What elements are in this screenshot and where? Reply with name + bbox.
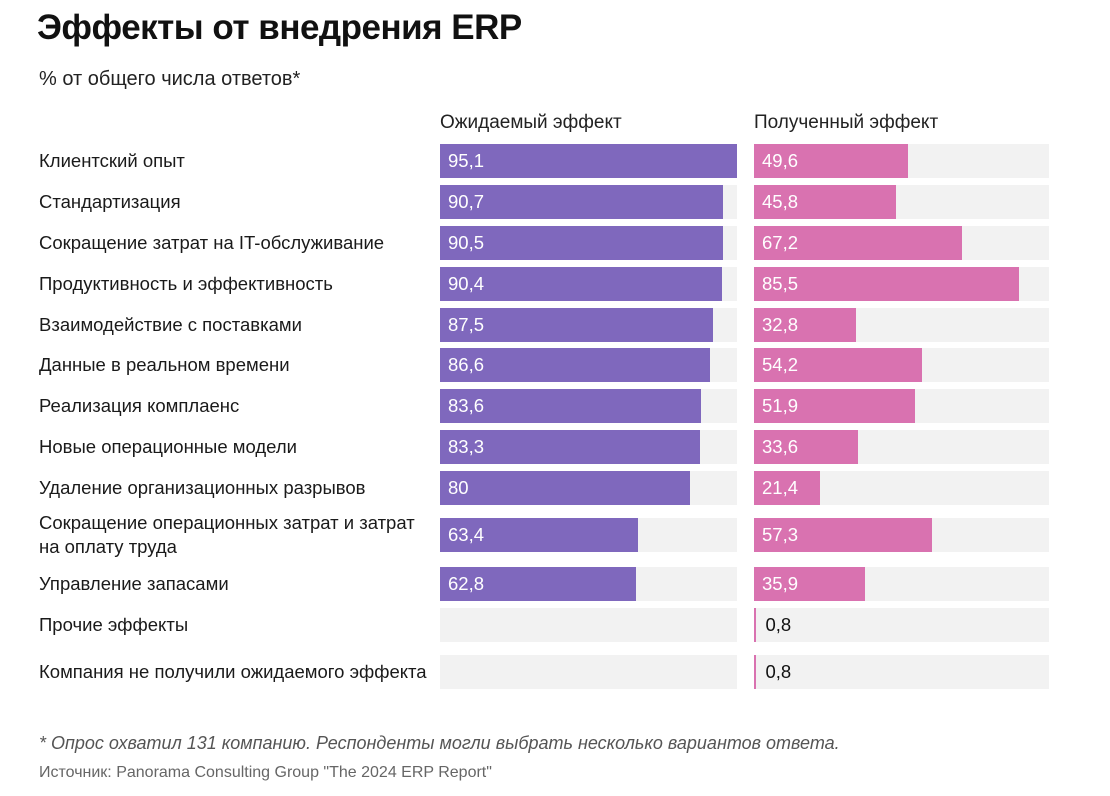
value-label: 57,3	[762, 524, 799, 545]
bar-received	[754, 267, 1020, 301]
bar-expected	[440, 308, 714, 342]
category-label: Реализация комплаенс	[39, 395, 240, 416]
bar-received	[754, 226, 963, 260]
value-label: 90,7	[448, 191, 485, 212]
value-label: 33,6	[762, 436, 799, 457]
bar-track: 80	[440, 471, 737, 505]
value-label: 83,6	[448, 395, 485, 416]
bar-expected	[440, 144, 737, 178]
column-header-expected: Ожидаемый эффект	[440, 112, 622, 133]
source: Источник: Panorama Consulting Group "The…	[39, 764, 492, 781]
bar-track: 85,5	[754, 267, 1049, 301]
bar-track: 90,4	[440, 267, 737, 301]
footnote: * Опрос охватил 131 компанию. Респондент…	[39, 733, 840, 753]
category-label: Компания не получили ожидаемого эффекта	[39, 661, 427, 682]
bar-track: 45,8	[754, 185, 1049, 219]
bar-track: 21,4	[754, 471, 1049, 505]
value-label: 85,5	[762, 273, 799, 294]
bar-received	[754, 471, 821, 505]
category-label: Сокращение затрат на IT-обслуживание	[39, 232, 385, 253]
bar-track: 33,6	[754, 430, 1049, 464]
bar-received	[754, 348, 923, 382]
category-label: Клиентский опыт	[39, 150, 185, 171]
bar-expected	[440, 471, 690, 505]
bar-expected	[440, 567, 637, 601]
value-label: 35,9	[762, 573, 799, 594]
bar-track: 95,1	[440, 144, 737, 178]
bar-received	[754, 430, 859, 464]
bar-expected	[440, 348, 711, 382]
value-label: 0,8	[765, 614, 792, 635]
chart-title: Эффекты от внедрения ERP	[37, 8, 522, 47]
bar-received	[754, 608, 757, 642]
bar-received	[754, 144, 908, 178]
bar-expected	[440, 389, 702, 423]
value-label: 62,8	[448, 573, 485, 594]
column-header-received: Полученный эффект	[754, 112, 939, 133]
bar-track: 63,4	[440, 518, 737, 552]
bar-received	[754, 308, 856, 342]
value-label: 67,2	[762, 232, 799, 253]
value-label: 21,4	[762, 477, 799, 498]
value-label: 80	[448, 477, 469, 498]
bar-received	[754, 567, 866, 601]
bar-track: 51,9	[754, 389, 1049, 423]
bar-expected	[440, 430, 701, 464]
category-label: Стандартизация	[39, 191, 181, 212]
bar-track: 35,9	[754, 567, 1049, 601]
bar-track: 87,5	[440, 308, 737, 342]
value-label: 86,6	[448, 354, 485, 375]
value-label: 0,8	[765, 661, 792, 682]
bar-track: 90,7	[440, 185, 737, 219]
category-label: Удаление организационных разрывов	[39, 477, 366, 498]
bar-track: 83,6	[440, 389, 737, 423]
bar-track: 90,5	[440, 226, 737, 260]
category-label: Управление запасами	[39, 573, 229, 594]
bar-expected	[440, 226, 723, 260]
bar-track: 62,8	[440, 567, 737, 601]
bar-track: 67,2	[754, 226, 1049, 260]
chart-subtitle: % от общего числа ответов*	[39, 68, 301, 90]
value-label: 83,3	[448, 436, 485, 457]
bar-received	[754, 389, 915, 423]
category-label: Продуктивность и эффективность	[39, 273, 333, 294]
bar-expected	[440, 267, 723, 301]
bar-track: 54,2	[754, 348, 1049, 382]
value-label: 63,4	[448, 524, 485, 545]
bar-track: 57,3	[754, 518, 1049, 552]
bar-received	[754, 185, 897, 219]
bar-track	[440, 655, 737, 689]
bar-track: 49,6	[754, 144, 1049, 178]
bar-track: 86,6	[440, 348, 737, 382]
bar-expected	[440, 518, 638, 552]
value-label: 32,8	[762, 314, 799, 335]
value-label: 95,1	[448, 150, 485, 171]
value-label: 45,8	[762, 191, 799, 212]
category-label: Взаимодействие с поставками	[39, 314, 302, 335]
category-label: Прочие эффекты	[39, 614, 189, 635]
category-label: Данные в реальном времени	[39, 354, 290, 375]
bar-track: 83,3	[440, 430, 737, 464]
bar-expected	[440, 185, 724, 219]
bar-received	[754, 655, 757, 689]
value-label: 49,6	[762, 150, 799, 171]
bar-track: 0,8	[754, 655, 1049, 689]
bar-received	[754, 518, 932, 552]
bar-track	[440, 608, 737, 642]
value-label: 87,5	[448, 314, 485, 335]
category-label: Сокращение операционных затрат и затрат …	[39, 512, 415, 557]
value-label: 90,5	[448, 232, 485, 253]
value-label: 54,2	[762, 354, 799, 375]
category-label: Новые операционные модели	[39, 436, 297, 457]
value-label: 90,4	[448, 273, 485, 294]
value-label: 51,9	[762, 395, 799, 416]
bar-track: 32,8	[754, 308, 1049, 342]
bar-track: 0,8	[754, 608, 1049, 642]
